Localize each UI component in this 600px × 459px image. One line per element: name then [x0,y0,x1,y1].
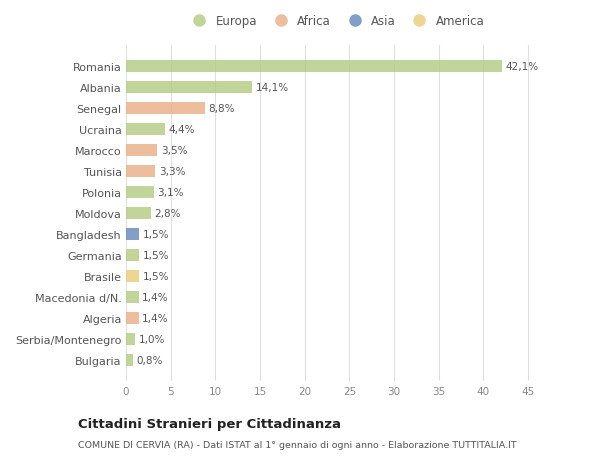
Text: 0,8%: 0,8% [137,355,163,365]
Text: 1,0%: 1,0% [139,334,165,344]
Bar [126,187,154,198]
Bar [126,313,139,324]
Text: 3,5%: 3,5% [161,146,187,156]
Bar [126,166,155,177]
Text: 1,5%: 1,5% [143,230,169,239]
Bar [126,333,135,345]
Text: Cittadini Stranieri per Cittadinanza: Cittadini Stranieri per Cittadinanza [78,417,341,430]
Text: 8,8%: 8,8% [208,104,235,114]
Text: 1,4%: 1,4% [142,313,169,323]
Text: 2,8%: 2,8% [155,208,181,218]
Bar [126,250,139,261]
Legend: Europa, Africa, Asia, America: Europa, Africa, Asia, America [184,11,488,32]
Bar [126,103,205,114]
Bar [126,124,166,135]
Text: 14,1%: 14,1% [256,83,289,93]
Text: COMUNE DI CERVIA (RA) - Dati ISTAT al 1° gennaio di ogni anno - Elaborazione TUT: COMUNE DI CERVIA (RA) - Dati ISTAT al 1°… [78,441,517,449]
Text: 1,5%: 1,5% [143,271,169,281]
Bar [126,291,139,303]
Text: 1,4%: 1,4% [142,292,169,302]
Text: 42,1%: 42,1% [506,62,539,72]
Text: 4,4%: 4,4% [169,125,196,134]
Bar [126,270,139,282]
Bar [126,145,157,157]
Text: 1,5%: 1,5% [143,250,169,260]
Bar [126,61,502,73]
Text: 3,1%: 3,1% [157,188,184,197]
Bar [126,82,252,94]
Bar [126,354,133,366]
Bar [126,229,139,240]
Bar [126,207,151,219]
Text: 3,3%: 3,3% [159,167,185,177]
